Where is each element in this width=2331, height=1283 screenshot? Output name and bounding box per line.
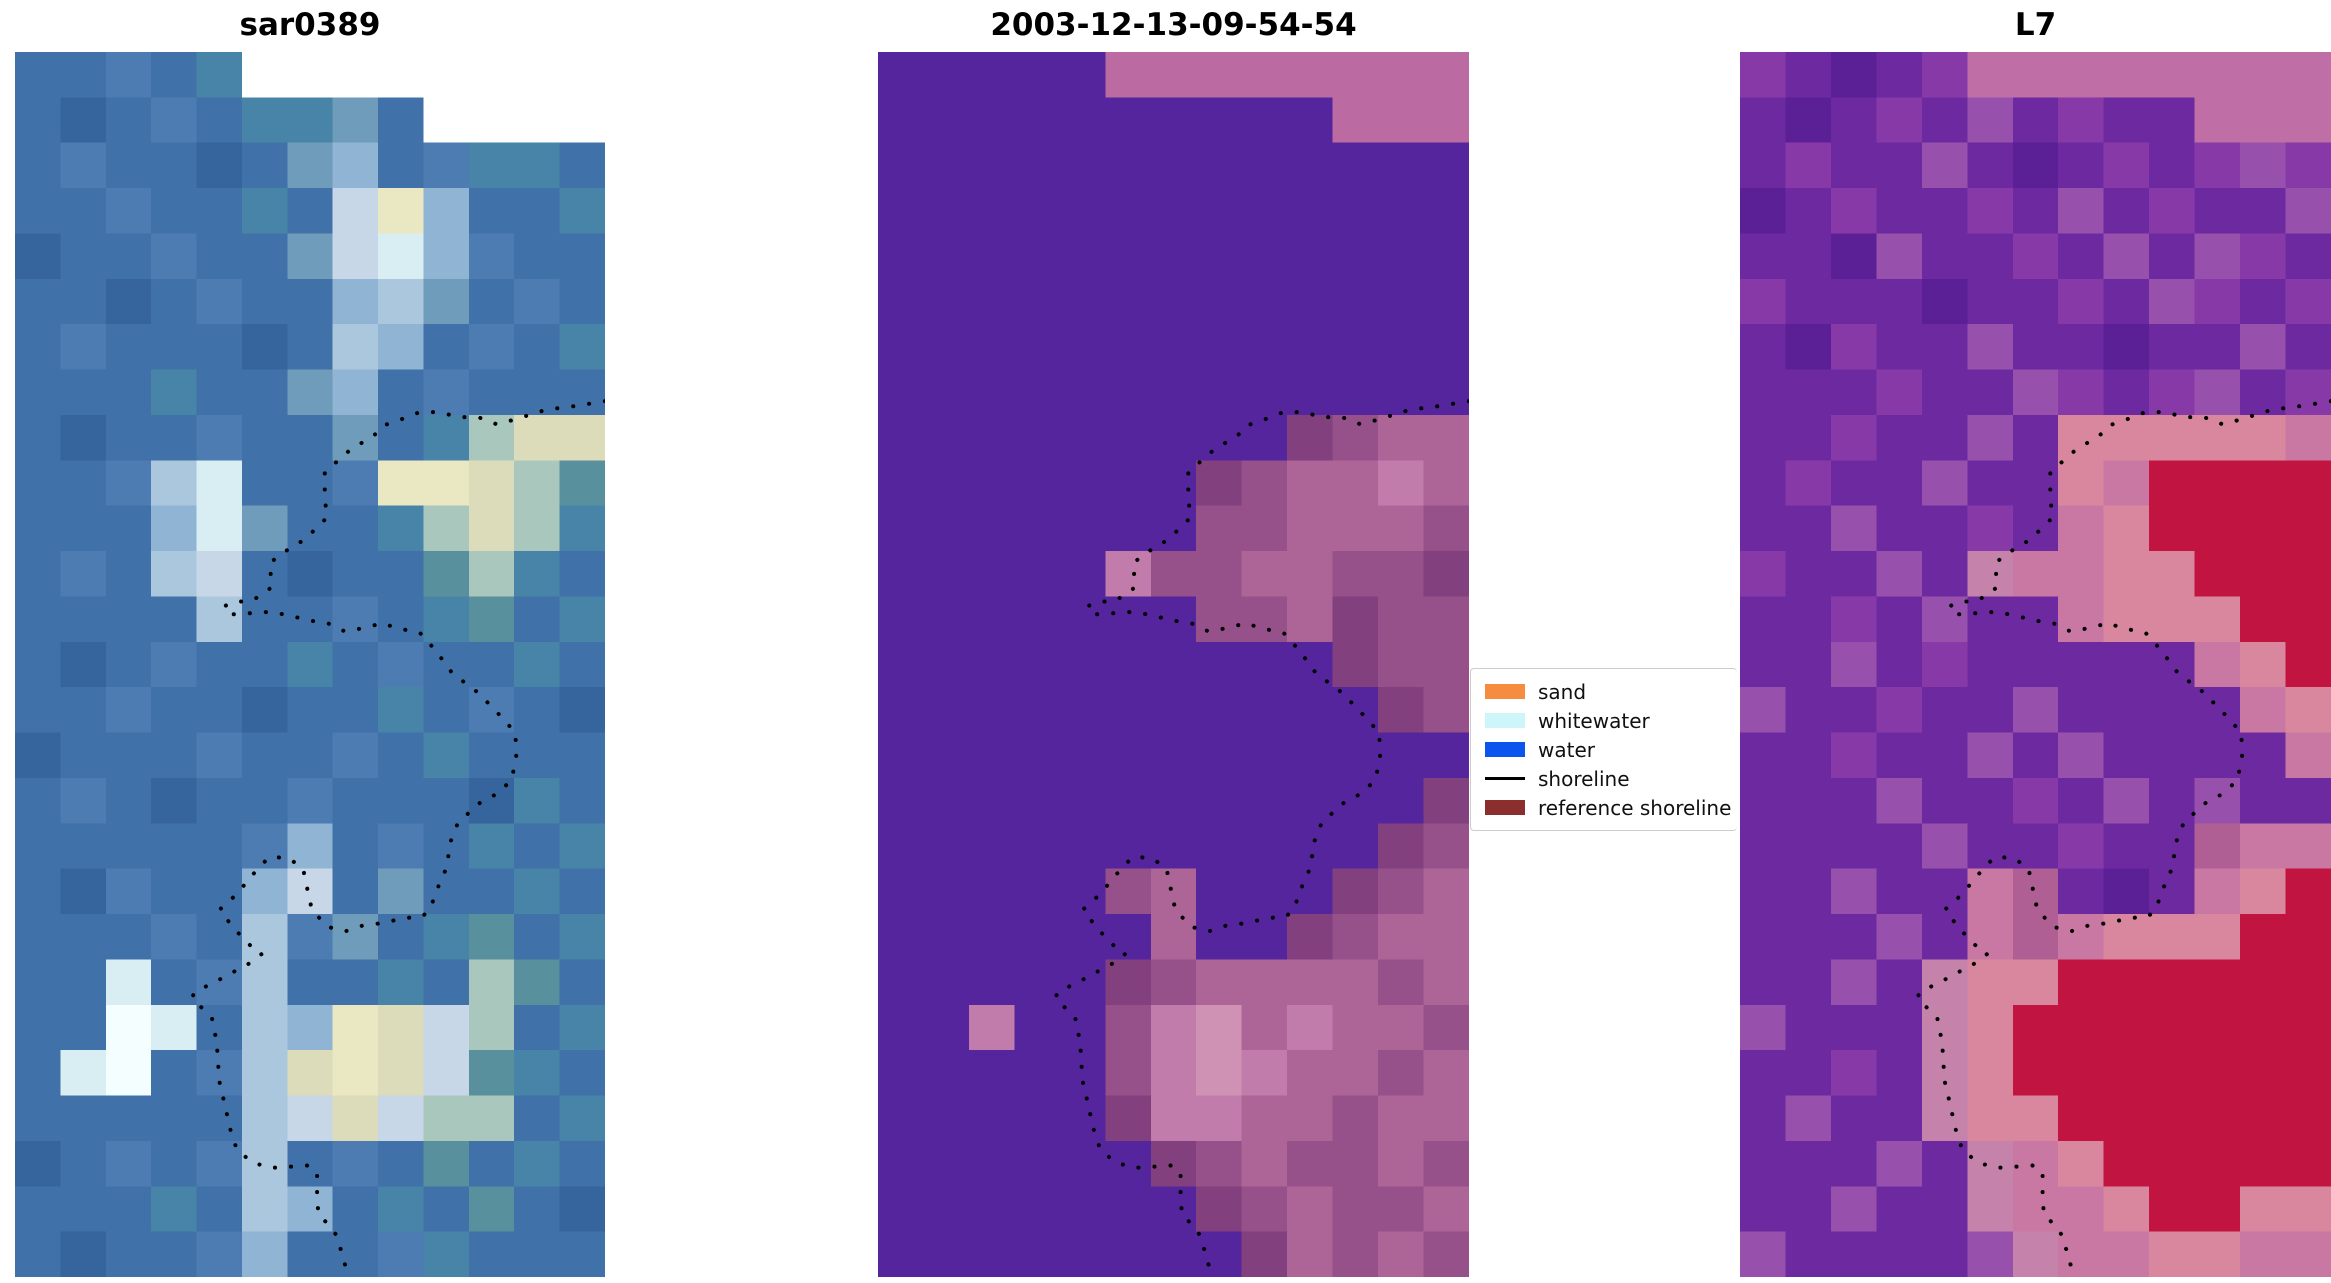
legend-row-reference-shoreline: reference shoreline <box>1485 793 1737 822</box>
legend-label-water: water <box>1538 737 1595 762</box>
legend-label-sand: sand <box>1538 679 1587 704</box>
panel-sar-image <box>15 52 605 1277</box>
shoreline-overlay <box>189 399 605 1277</box>
legend-row-shoreline: shoreline <box>1485 764 1737 793</box>
panel-title-l7: L7 <box>2014 7 2057 43</box>
legend-row-sand: sand <box>1485 677 1737 706</box>
reference-shoreline-swatch <box>1485 800 1525 815</box>
shoreline-line-swatch <box>1485 777 1525 780</box>
water-swatch <box>1485 742 1525 757</box>
panel-classified-image <box>878 52 1469 1277</box>
legend-label-shoreline: shoreline <box>1538 766 1630 791</box>
legend-row-water: water <box>1485 735 1737 764</box>
whitewater-swatch <box>1485 713 1525 728</box>
sand-swatch <box>1485 684 1525 699</box>
panel-title-date: 2003-12-13-09-54-54 <box>990 7 1357 43</box>
l7-raster-image <box>1740 52 2331 1277</box>
sar-raster-image <box>15 52 605 1277</box>
shoreline-overlay <box>1052 399 1469 1277</box>
legend-label-whitewater: whitewater <box>1538 708 1650 733</box>
panel-l7-image <box>1740 52 2331 1277</box>
legend-row-whitewater: whitewater <box>1485 706 1737 735</box>
legend: sand whitewater water shoreline referenc… <box>1470 668 1737 831</box>
panel-title-sar: sar0389 <box>239 7 381 43</box>
classified-raster-image <box>878 52 1469 1277</box>
legend-label-reference-shoreline: reference shoreline <box>1538 795 1732 820</box>
shoreline-overlay <box>1914 399 2331 1277</box>
